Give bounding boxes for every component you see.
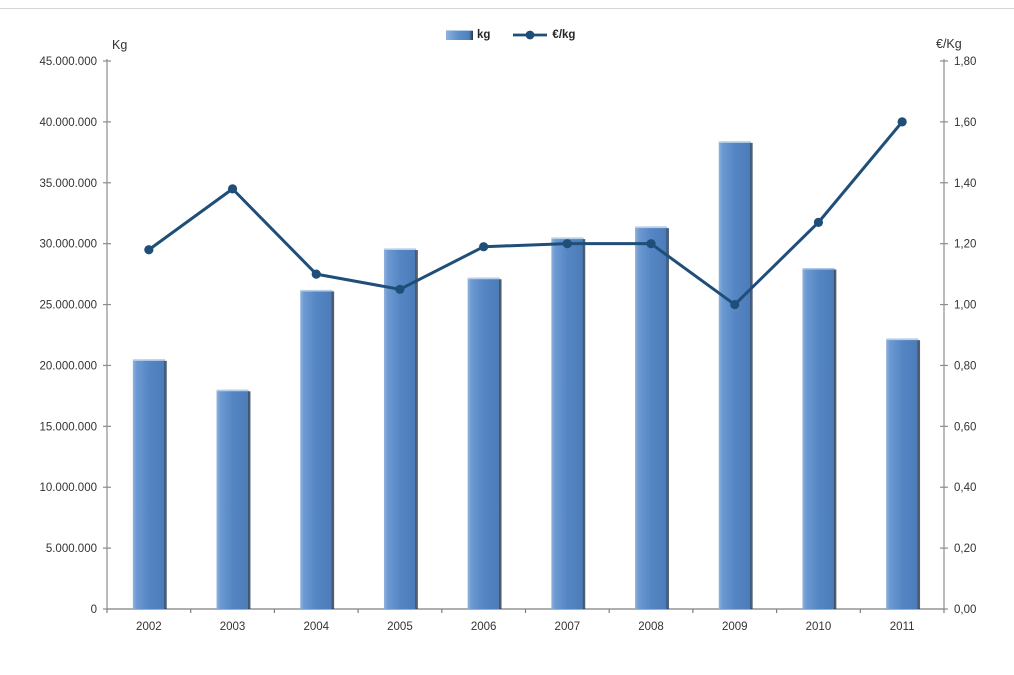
right-axis-tick-label: 0,00 <box>954 604 976 616</box>
bar-shadow <box>750 142 753 609</box>
x-axis-category-label: 2002 <box>136 621 162 633</box>
right-axis-tick-label: 0,80 <box>954 360 976 372</box>
chart-legend: kg €/kg <box>446 29 575 41</box>
bar-2005 <box>383 248 416 609</box>
line-series-eur-kg <box>147 120 904 307</box>
legend-line-swatch-icon <box>513 30 548 40</box>
x-axis-category-label: 2005 <box>387 621 413 633</box>
x-axis-category-label: 2009 <box>722 621 748 633</box>
line-marker-2008 <box>646 239 656 249</box>
bar-2009 <box>718 141 751 609</box>
legend-bar-swatch-icon <box>446 30 473 40</box>
bar-shadow <box>331 291 335 609</box>
x-axis-category-label: 2004 <box>303 621 329 633</box>
bar-shadow <box>499 279 502 609</box>
left-axis-tick-label: 5.000.000 <box>46 543 97 555</box>
right-axis-tick-label: 0,20 <box>954 543 976 555</box>
bar-2011 <box>886 338 919 609</box>
left-axis-tick-label: 30.000.000 <box>39 239 97 251</box>
bar-2008 <box>635 226 668 609</box>
right-axis-tick-label: 1,00 <box>954 300 976 312</box>
right-axis-tick-label: 0,60 <box>954 421 976 433</box>
bar-shadow <box>833 269 837 609</box>
left-axis-tick-label: 40.000.000 <box>39 117 97 129</box>
x-axis-category-label: 2008 <box>638 621 664 633</box>
line-marker-2009 <box>730 299 740 310</box>
line-marker-2006 <box>479 242 489 252</box>
bar-2010 <box>802 268 835 609</box>
bar-2003 <box>216 389 249 609</box>
right-axis-title: €/Kg <box>936 37 962 51</box>
right-axis-tick-label: 1,40 <box>954 178 976 190</box>
bar-shadow <box>415 250 418 609</box>
bar-2004 <box>300 289 333 609</box>
bar-2002 <box>132 359 165 609</box>
right-axis-tick-label: 0,40 <box>954 482 976 494</box>
bar-2007 <box>551 237 584 610</box>
right-axis-tick-label: 1,60 <box>954 117 976 129</box>
line-marker-2004 <box>311 269 321 279</box>
bar-shadow <box>164 360 167 609</box>
line-marker-2007 <box>562 239 572 249</box>
bar-shadow <box>582 239 586 610</box>
x-axis-category-label: 2010 <box>806 621 832 633</box>
left-axis-tick-label: 10.000.000 <box>39 482 97 494</box>
legend-label-kg: kg <box>477 29 491 41</box>
bar-shadow <box>917 340 921 609</box>
bar-shadow <box>248 391 251 609</box>
left-axis-title: Kg <box>112 38 128 52</box>
legend-label-eur-kg: €/kg <box>552 29 576 41</box>
line-marker-2002 <box>144 245 154 255</box>
x-axis-category-label: 2007 <box>555 621 581 633</box>
line-marker-2003 <box>227 184 238 194</box>
top-border-line <box>0 8 1014 9</box>
right-axis-tick-label: 1,20 <box>954 239 976 251</box>
x-axis-category-label: 2003 <box>220 621 246 633</box>
line-marker-2011 <box>897 117 907 127</box>
left-axis-tick-label: 45.000.000 <box>39 56 97 68</box>
right-axis-tick-label: 1,80 <box>954 56 976 68</box>
x-axis-category-label: 2011 <box>890 621 915 633</box>
left-axis-tick-label: 0 <box>91 604 97 616</box>
x-axis-category-label: 2006 <box>471 621 497 633</box>
line-marker-2010 <box>813 217 824 227</box>
bar-shadow <box>666 228 669 609</box>
left-axis-tick-label: 35.000.000 <box>39 178 97 190</box>
bar-2006 <box>467 277 500 609</box>
left-axis-tick-label: 20.000.000 <box>39 360 97 372</box>
line-marker-2005 <box>395 284 405 294</box>
left-axis-tick-label: 25.000.000 <box>39 300 97 312</box>
left-axis-tick-label: 15.000.000 <box>39 421 97 433</box>
